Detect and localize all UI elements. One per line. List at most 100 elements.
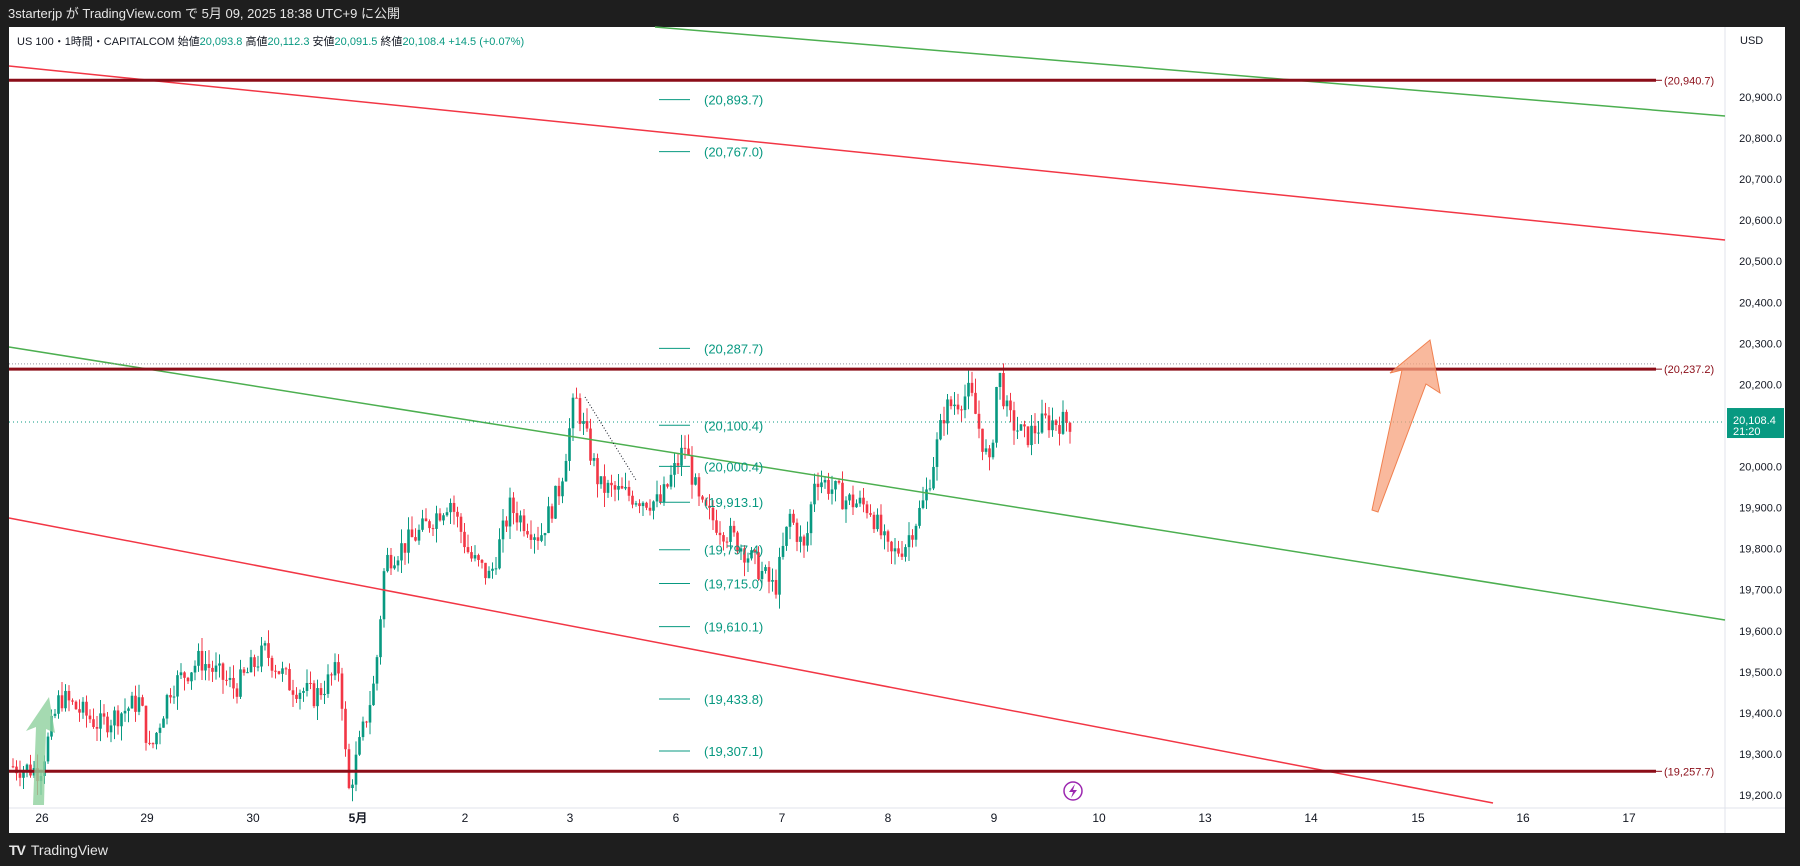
- candle-body: [452, 502, 456, 512]
- candle-body: [428, 521, 431, 529]
- candle-body: [312, 683, 316, 707]
- candle-body: [260, 645, 263, 667]
- candle-body: [81, 701, 85, 713]
- currency-label[interactable]: USD: [1740, 35, 1764, 47]
- candle-body: [970, 382, 974, 393]
- candle-body: [673, 463, 676, 475]
- candle-body: [687, 448, 690, 456]
- current-price-badge: [1727, 408, 1784, 439]
- tv-logo-icon: TV: [9, 842, 26, 858]
- chart-area[interactable]: [9, 27, 1785, 833]
- candle-body: [197, 650, 200, 666]
- price-tick-label: 20,200.0: [1739, 379, 1782, 391]
- candle-body: [277, 671, 281, 674]
- fib-level-label: (20,767.0): [704, 145, 763, 160]
- candle-body: [337, 662, 340, 674]
- candle-body: [921, 500, 925, 508]
- candle-body: [288, 669, 291, 691]
- open-value: 20,093.8: [199, 36, 243, 48]
- candle-body: [638, 503, 641, 507]
- candle-body: [169, 695, 172, 698]
- candle-body: [53, 713, 57, 716]
- time-tick-label: 14: [1304, 811, 1318, 825]
- candle-body: [123, 710, 127, 714]
- candle-body: [666, 484, 669, 487]
- candle-body: [634, 503, 638, 505]
- candle-body: [830, 489, 834, 494]
- candle-body: [162, 718, 165, 728]
- candle-body: [977, 413, 981, 429]
- candle-body: [708, 505, 711, 508]
- candle-body: [760, 570, 764, 580]
- upper-green-trendline[interactable]: [654, 26, 1726, 117]
- candle-body: [855, 503, 858, 508]
- tradingview-logo[interactable]: TV TradingView: [9, 839, 108, 861]
- candle-body: [470, 552, 473, 559]
- candle-body: [795, 522, 799, 542]
- candle-body: [491, 568, 494, 571]
- time-tick-label: 3: [567, 811, 574, 825]
- change-value: +14.5 (+0.07%): [448, 36, 525, 48]
- candle-body: [1026, 426, 1030, 446]
- candle-body: [736, 532, 739, 552]
- candle-body: [165, 695, 169, 719]
- candle-body: [438, 513, 442, 521]
- candle-body: [155, 732, 158, 745]
- candle-body: [841, 482, 844, 510]
- candle-body: [771, 579, 774, 582]
- candle-body: [620, 485, 624, 489]
- candle-body: [316, 688, 319, 707]
- candle-body: [57, 695, 60, 714]
- candle-body: [809, 504, 813, 534]
- up-arrow-drawing[interactable]: [1371, 339, 1441, 513]
- small-up-arrow-drawing[interactable]: [26, 697, 55, 805]
- candle-body: [78, 709, 81, 713]
- price-tick-label: 20,300.0: [1739, 338, 1782, 350]
- candle-body: [379, 619, 382, 658]
- lower-red-trendline[interactable]: [8, 517, 1494, 804]
- candle-body: [1065, 411, 1068, 423]
- candle-body: [477, 555, 480, 560]
- fib-level-label: (20,100.4): [704, 418, 763, 433]
- candle-body: [298, 692, 302, 699]
- candle-body: [410, 529, 414, 538]
- time-tick-label: 5月: [349, 811, 368, 825]
- candle-body: [1061, 411, 1065, 434]
- candle-body: [974, 392, 977, 414]
- candle-body: [739, 548, 743, 552]
- candle-body: [662, 484, 666, 503]
- time-tick-label: 30: [246, 811, 260, 825]
- candle-body: [463, 531, 466, 548]
- candle-body: [120, 713, 123, 727]
- dotted-drawing-line[interactable]: [584, 396, 637, 481]
- lower-green-trendline[interactable]: [8, 346, 1726, 621]
- overlay-layer: (20,940.7) (20,237.2) (19,257.7) (20,893.7)…: [8, 26, 1785, 833]
- candle-body: [704, 499, 708, 506]
- candle-body: [361, 721, 365, 738]
- time-tick-label: 13: [1198, 811, 1212, 825]
- candle-body: [456, 511, 459, 517]
- candle-body: [862, 497, 865, 505]
- candle-body: [498, 539, 501, 569]
- candle-body: [561, 481, 564, 497]
- candle-body: [690, 455, 694, 485]
- candle-body: [1047, 415, 1051, 431]
- candle-body: [1012, 410, 1016, 431]
- high-value: 20,112.3: [267, 36, 310, 48]
- candle-body: [554, 485, 557, 519]
- candle-body: [844, 500, 848, 510]
- candle-body: [246, 672, 249, 674]
- fib-level-label: (19,715.0): [704, 577, 763, 592]
- candle-body: [74, 701, 78, 710]
- candle-body: [414, 537, 417, 541]
- candle-body: [627, 486, 631, 496]
- candle-body: [781, 545, 785, 557]
- candle-body: [697, 477, 701, 497]
- upper-red-trendline[interactable]: [8, 65, 1726, 241]
- candle-body: [848, 494, 851, 501]
- candle-body: [725, 541, 729, 543]
- candle-body: [372, 683, 375, 706]
- candle-body: [221, 663, 225, 680]
- candle-body: [813, 483, 816, 505]
